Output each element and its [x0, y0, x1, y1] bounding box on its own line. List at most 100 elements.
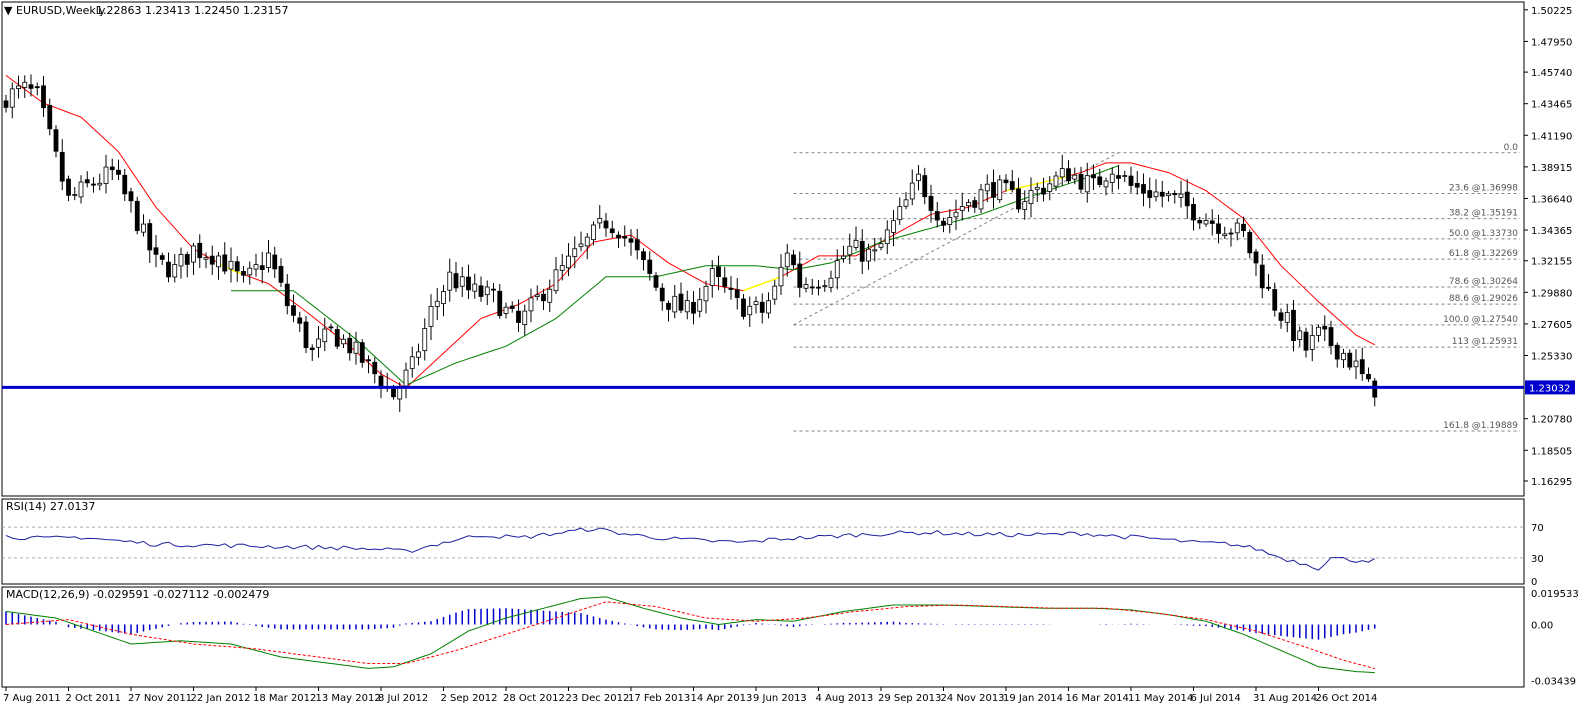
candle-body	[72, 194, 78, 196]
candle-body	[591, 224, 596, 241]
candle-body	[1116, 175, 1121, 179]
candle-body	[1109, 173, 1115, 183]
candle-body	[1097, 176, 1103, 185]
price-tick-label: 1.18505	[1531, 446, 1572, 457]
candle-body	[778, 266, 784, 287]
candle-body	[122, 174, 128, 195]
candle-body	[1066, 168, 1071, 182]
candle-body	[447, 271, 453, 291]
candle-body	[247, 267, 253, 276]
candle-body	[572, 248, 578, 257]
candle-body	[953, 211, 959, 218]
macd-signal-line	[5, 601, 1375, 670]
time-tick-label: 29 Sep 2013	[878, 693, 941, 704]
candle-body	[734, 289, 740, 298]
candle-body	[228, 260, 234, 270]
ohlc-readout: 1.22863 1.23413 1.22450 1.23157	[96, 4, 288, 17]
price-tick-label: 1.25330	[1531, 352, 1572, 363]
candle-body	[1028, 190, 1034, 204]
candle-body	[334, 329, 340, 347]
candle-body	[716, 266, 721, 278]
candle-body	[409, 356, 415, 369]
candle-body	[253, 264, 259, 270]
candle-body	[1334, 344, 1340, 360]
candle-body	[1328, 327, 1334, 347]
candle-body	[484, 286, 490, 296]
candle-body	[666, 302, 671, 310]
price-tick-label: 1.29880	[1531, 288, 1572, 299]
candle-body	[178, 253, 184, 267]
candle-body	[1291, 309, 1296, 341]
candle-body	[1009, 181, 1015, 190]
fib-level-label: 100.0 @1.27540	[1443, 315, 1518, 325]
candle-body	[1178, 193, 1184, 198]
candle-body	[622, 235, 628, 239]
candle-body	[941, 220, 946, 226]
fib-trendline	[793, 152, 1119, 326]
candle-body	[91, 183, 96, 186]
candle-body	[309, 347, 315, 350]
candle-body	[547, 288, 553, 303]
candle-body	[703, 285, 709, 302]
candle-body	[841, 255, 846, 259]
price-axis: 1.50225 1.47950 1.45740 1.43465 1.41190 1.389…	[1524, 6, 1572, 488]
candle-body	[16, 85, 21, 90]
candle-body	[559, 265, 565, 271]
candle-body	[1197, 220, 1203, 224]
candle-body	[659, 287, 665, 302]
candle-body	[1341, 352, 1346, 361]
fibonacci-retracement: 0.0 23.6 @1.36998 38.2 @1.35191 50.0 @1.337…	[793, 143, 1520, 432]
candle-body	[1034, 186, 1040, 190]
candle-body	[203, 257, 209, 260]
candle-body	[84, 179, 90, 184]
candle-body	[134, 200, 140, 232]
symbol-title: EURUSD,Weekly	[16, 4, 106, 17]
candle-body	[766, 300, 771, 314]
candle-body	[416, 351, 421, 358]
candle-body	[291, 305, 296, 316]
candle-body	[916, 173, 921, 182]
candle-body	[1253, 251, 1259, 264]
candle-body	[1134, 182, 1140, 188]
symbol-arrow: ▼	[4, 4, 13, 17]
macd-tick-label: 0.00	[1531, 621, 1553, 632]
candle-body	[1278, 312, 1284, 321]
candle-body	[584, 236, 590, 247]
candle-body	[797, 263, 803, 288]
candle-body	[603, 220, 609, 229]
candle-body	[597, 217, 603, 224]
candle-body	[553, 269, 559, 292]
candle-body	[1203, 220, 1209, 225]
price-tick-label: 1.16295	[1531, 477, 1572, 488]
candle-body	[172, 264, 178, 278]
candle-body	[53, 129, 59, 152]
candle-body	[1084, 175, 1090, 193]
candle-body	[497, 290, 503, 317]
candle-body	[47, 105, 53, 130]
candle-body	[197, 242, 203, 259]
candle-body	[1234, 222, 1240, 234]
candle-body	[322, 328, 328, 343]
candle-body	[909, 182, 915, 200]
candle-body	[222, 254, 228, 272]
price-tick-label: 1.47950	[1531, 37, 1572, 48]
candle-body	[653, 275, 659, 288]
candle-body	[1272, 289, 1278, 311]
time-tick-label: 17 Feb 2013	[628, 693, 690, 704]
macd-panel[interactable]	[1, 586, 1525, 688]
candle-body	[722, 277, 728, 287]
candle-body	[947, 217, 953, 225]
time-tick-label: 11 May 2014	[1128, 693, 1193, 704]
price-panel[interactable]	[1, 1, 1525, 497]
candle-body	[997, 179, 1003, 201]
candle-body	[884, 229, 890, 245]
candle-body	[1372, 380, 1378, 398]
rsi-line	[5, 527, 1376, 571]
candle-body	[184, 254, 190, 265]
candle-body	[566, 255, 571, 269]
candle-body	[359, 342, 365, 363]
candle-body	[1347, 352, 1353, 368]
candle-body	[259, 265, 265, 270]
candle-body	[922, 175, 928, 198]
